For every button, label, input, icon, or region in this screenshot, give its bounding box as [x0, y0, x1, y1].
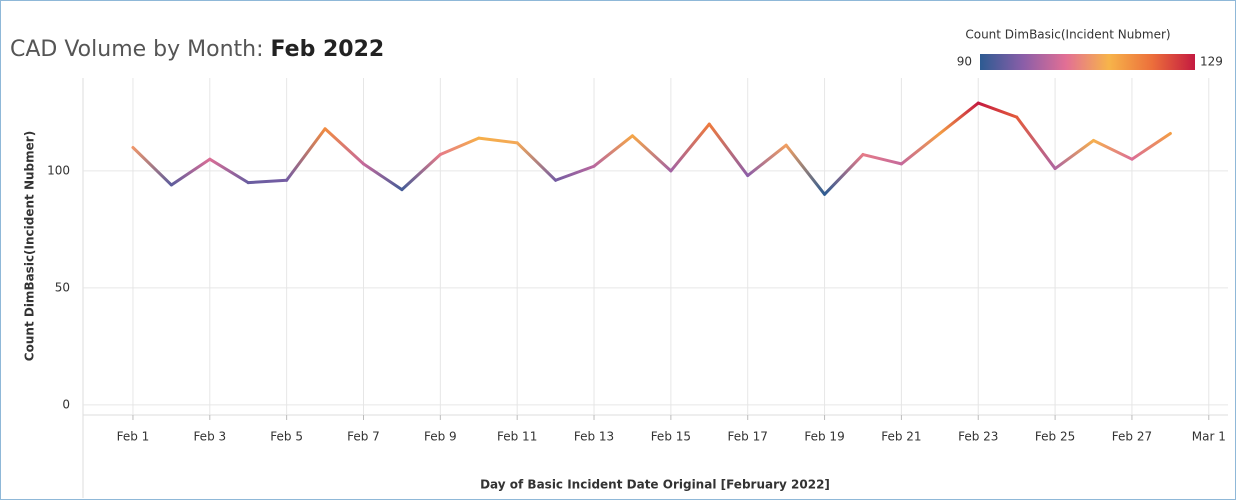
x-tick-label: Feb 17 [728, 430, 768, 444]
x-tick-label: Feb 15 [651, 430, 691, 444]
line-segment [1053, 138, 1096, 171]
line-segment [976, 101, 1019, 119]
x-tick-label: Feb 27 [1112, 430, 1152, 444]
line-segment [823, 153, 865, 196]
x-tick-label: Feb 13 [574, 430, 614, 444]
x-tick-label: Feb 21 [881, 430, 921, 444]
line-segment [515, 141, 558, 182]
line-segment [630, 134, 673, 173]
y-axis-title: Count DimBasic(Incident Nubmer) [23, 131, 37, 361]
x-tick-label: Feb 3 [193, 430, 226, 444]
line-segment [285, 127, 327, 182]
x-tick-label: Feb 19 [804, 430, 844, 444]
y-tick-label: 100 [47, 163, 70, 177]
x-tick-label: Feb 5 [270, 430, 303, 444]
line-segment [477, 136, 519, 145]
line-segment [323, 127, 365, 166]
x-axis-title: Day of Basic Incident Date Original [Feb… [480, 478, 830, 492]
line-segment [208, 157, 250, 185]
line-segment [707, 122, 750, 178]
line-segment [1015, 115, 1057, 171]
x-tick-label: Feb 9 [424, 430, 457, 444]
x-tick-label: Feb 7 [347, 430, 380, 444]
x-tick-label: Mar 1 [1192, 430, 1226, 444]
title-highlight: Feb 2022 [271, 37, 385, 62]
x-tick-label: Feb 23 [958, 430, 998, 444]
legend-max: 129 [1200, 55, 1223, 69]
line-segment [1092, 138, 1134, 161]
x-tick-label: Feb 1 [117, 430, 150, 444]
legend-title: Count DimBasic(Incident Nubmer) [965, 28, 1170, 42]
line-segment [246, 178, 289, 185]
line-segment [938, 101, 980, 135]
line-segment [669, 122, 711, 173]
legend-min: 90 [957, 55, 972, 69]
line-segment [592, 134, 634, 168]
line-segment [554, 164, 596, 182]
y-tick-label: 50 [55, 280, 70, 294]
line-segment [169, 157, 212, 187]
chart-title: CAD Volume by Month: Feb 2022 [10, 37, 384, 62]
line-segment [131, 146, 173, 187]
line-segment [861, 153, 903, 166]
x-tick-label: Feb 25 [1035, 430, 1075, 444]
line-segment [438, 136, 481, 157]
legend-colorbar [980, 54, 1195, 70]
line-segment [1130, 131, 1172, 161]
title-text: CAD Volume by Month: [10, 37, 264, 62]
line-segment [784, 143, 827, 196]
line-segment [746, 143, 788, 178]
line-segment [400, 153, 442, 192]
y-tick-label: 0 [62, 397, 70, 411]
line-segment [899, 131, 942, 166]
x-tick-label: Feb 11 [497, 430, 537, 444]
line-segment [361, 162, 404, 192]
